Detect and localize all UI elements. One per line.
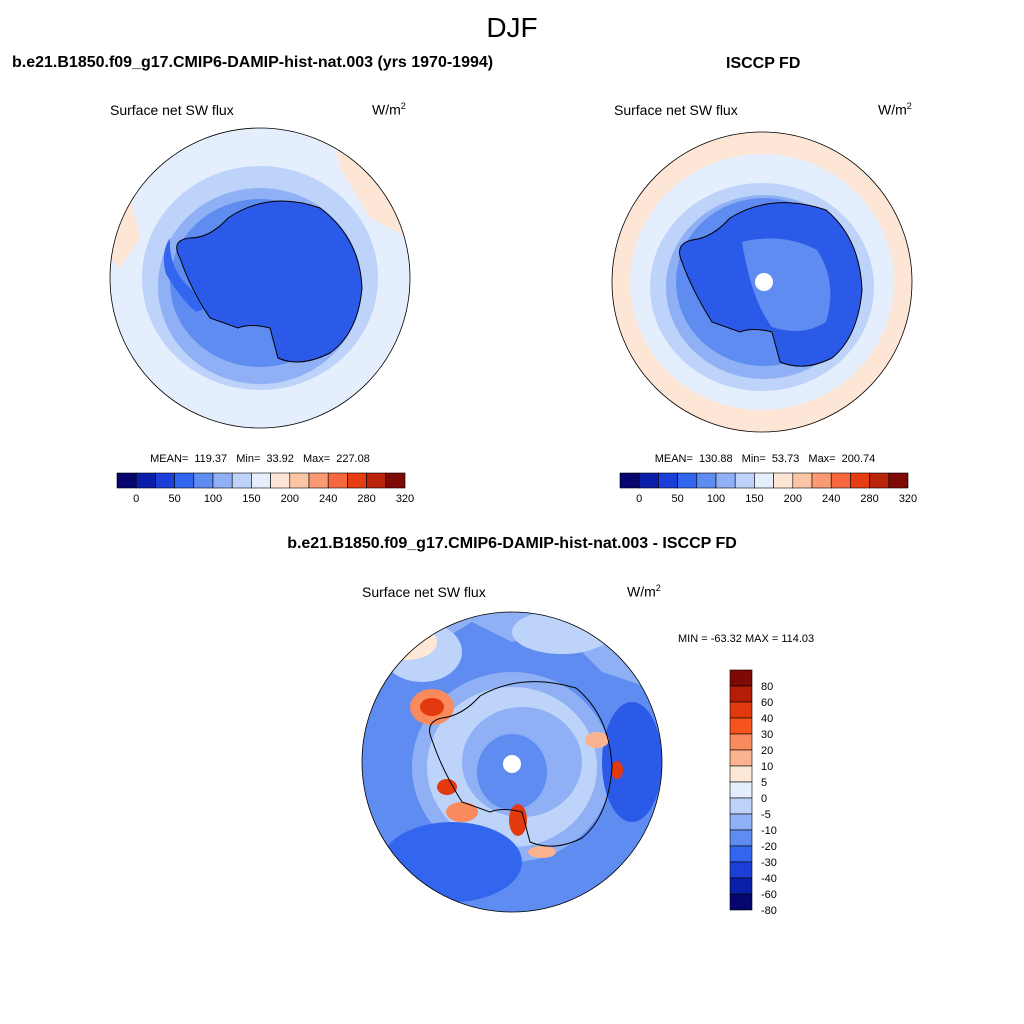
colorbar-swatch [869,472,890,489]
colorbar-tick-label: 200 [784,493,802,505]
colorbar-swatch [327,472,348,489]
colorbar-swatch [729,861,753,879]
colorbar-tick-label: 100 [204,493,222,505]
panel2-colorbar: 0 50 100 150 200 240 280 320 [619,472,917,505]
colorbar-tick-label: 20 [761,745,773,757]
colorbar-swatch [729,701,753,719]
colorbar-swatch [638,472,659,489]
colorbar-tick-label: 50 [671,493,683,505]
colorbar-tick-label: 0 [636,493,642,505]
colorbar-swatch [729,877,753,895]
panel1-variable-label: Surface net SW flux [110,102,234,118]
colorbar-swatch [619,472,640,489]
diff-units: W/m2 [627,583,661,600]
colorbar-tick-label: 240 [319,493,337,505]
colorbar-swatch [270,472,291,489]
colorbar-tick-label: 320 [899,493,917,505]
colorbar-tick-label: -80 [761,905,777,917]
colorbar-swatch [193,472,214,489]
colorbar-swatch [658,472,678,489]
colorbar-swatch [212,472,233,489]
colorbar-swatch [773,472,794,489]
colorbar-swatch [155,472,175,489]
colorbar-tick-label: 150 [745,493,763,505]
panel2-polar-map [611,131,913,433]
colorbar-swatch [754,472,774,489]
colorbar-tick-label: 320 [396,493,414,505]
panel1-title: b.e21.B1850.f09_g17.CMIP6-DAMIP-hist-nat… [12,54,494,71]
colorbar-swatch [366,472,387,489]
colorbar-swatch [850,472,870,489]
colorbar-tick-label: 280 [357,493,375,505]
colorbar-swatch [729,813,753,831]
colorbar-tick-label: -60 [761,889,777,901]
colorbar-swatch [174,472,195,489]
colorbar-swatch [347,472,367,489]
colorbar-swatch [792,472,813,489]
colorbar-tick-label: 0 [133,493,139,505]
panel2-variable-label: Surface net SW flux [614,102,738,118]
colorbar-swatch [729,685,753,703]
colorbar-swatch [729,797,753,815]
panel1-stats: MEAN= 119.37 Min= 33.92 Max= 227.08 [150,453,370,465]
colorbar-swatch [116,472,137,489]
colorbar-tick-label: 30 [761,729,773,741]
diff-polar-map [361,611,663,913]
colorbar-swatch [811,472,832,489]
colorbar-swatch [729,845,753,863]
colorbar-tick-label: 150 [242,493,260,505]
diff-minmax: MIN = -63.32 MAX = 114.03 [678,633,815,645]
colorbar-swatch [729,765,753,783]
colorbar-tick-label: 240 [822,493,840,505]
colorbar-tick-label: 0 [761,793,767,805]
colorbar-swatch [729,717,753,735]
panel1-colorbar: 0 50 100 150 200 240 280 320 [116,472,414,505]
colorbar-swatch [729,733,753,751]
season-title: DJF [486,12,538,43]
colorbar-swatch [251,472,271,489]
colorbar-swatch [135,472,156,489]
colorbar-tick-label: -20 [761,841,777,853]
colorbar-tick-label: 50 [168,493,180,505]
panel2-stats: MEAN= 130.88 Min= 53.73 Max= 200.74 [654,453,876,465]
diff-colorbar: 80 60 40 30 20 10 5 0 -5 -10 -20 -30 -40 -60 -80 [729,669,777,917]
colorbar-swatch [231,472,252,489]
colorbar-tick-label: -10 [761,825,777,837]
colorbar-swatch [715,472,736,489]
colorbar-tick-label: -30 [761,857,777,869]
colorbar-swatch [734,472,755,489]
colorbar-tick-label: 80 [761,681,773,693]
colorbar-swatch [729,749,753,767]
diff-variable-label: Surface net SW flux [362,584,486,600]
colorbar-tick-label: 280 [860,493,878,505]
panel1-units: W/m2 [372,101,406,118]
colorbar-tick-label: 200 [281,493,299,505]
colorbar-swatch [729,781,753,799]
colorbar-swatch [289,472,310,489]
colorbar-tick-label: 10 [761,761,773,773]
colorbar-tick-label: 40 [761,713,773,725]
colorbar-swatch [729,829,753,847]
colorbar-swatch [830,472,851,489]
colorbar-swatch [308,472,329,489]
colorbar-tick-label: 100 [707,493,725,505]
diff-title: b.e21.B1850.f09_g17.CMIP6-DAMIP-hist-nat… [287,535,737,552]
colorbar-tick-label: -40 [761,873,777,885]
panel1-polar-map [109,127,411,429]
colorbar-swatch [385,472,406,489]
colorbar-tick-label: -5 [761,809,771,821]
colorbar-swatch [696,472,717,489]
colorbar-swatch [677,472,698,489]
colorbar-tick-label: 5 [761,777,767,789]
colorbar-swatch [729,893,753,911]
panel2-units: W/m2 [878,101,912,118]
panel2-title: ISCCP FD [726,55,801,72]
colorbar-swatch [888,472,909,489]
colorbar-swatch [729,669,753,687]
colorbar-tick-label: 60 [761,697,773,709]
